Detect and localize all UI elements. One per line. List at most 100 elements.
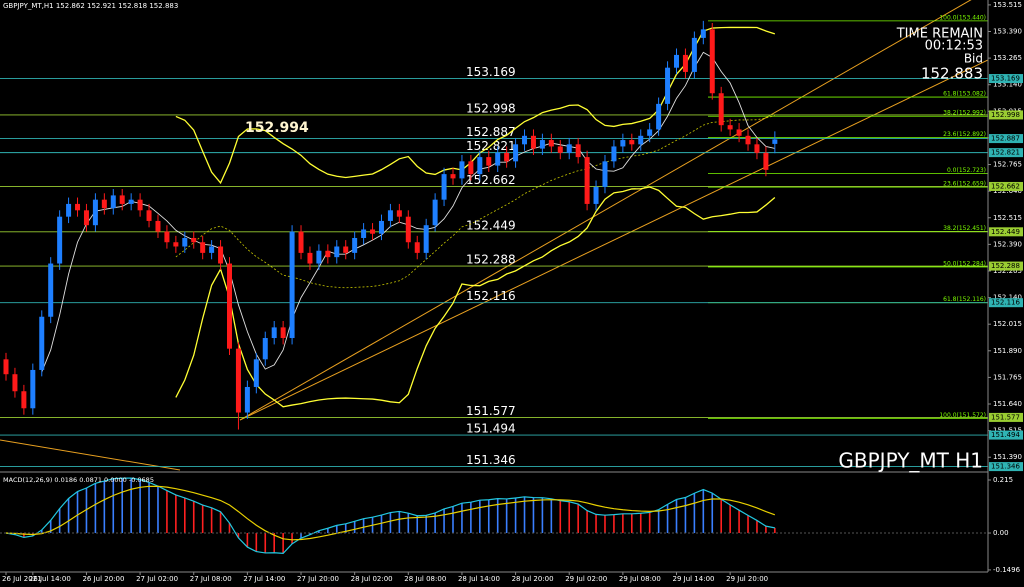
y-tick-label: 153.515 bbox=[993, 1, 1022, 9]
macd-bar bbox=[425, 515, 427, 534]
macd-bar bbox=[416, 515, 419, 534]
candle-body bbox=[298, 231, 304, 253]
x-tick-label: 28 Jul 02:00 bbox=[351, 575, 393, 583]
macd-bar bbox=[362, 518, 365, 534]
candle-body bbox=[280, 327, 286, 339]
macd-bar bbox=[604, 515, 606, 534]
candle-body bbox=[155, 220, 161, 232]
candle-body bbox=[539, 140, 545, 149]
candle-body bbox=[343, 246, 349, 253]
x-tick-label: 29 Jul 20:00 bbox=[726, 575, 768, 583]
x-tick-label: 28 Jul 14:00 bbox=[458, 575, 500, 583]
candle-body bbox=[48, 263, 54, 317]
candle-body bbox=[387, 210, 393, 221]
macd-bar bbox=[729, 504, 731, 534]
candle-body bbox=[459, 161, 465, 179]
macd-bar bbox=[747, 515, 749, 534]
candle-body bbox=[137, 199, 143, 211]
fibo-label: 38.2(152.451) bbox=[943, 225, 986, 232]
candle-body bbox=[57, 216, 63, 264]
level-price-box bbox=[989, 261, 1023, 271]
macd-bar bbox=[684, 497, 687, 534]
y-tick-label: 152.640 bbox=[993, 187, 1022, 195]
level-label: 153.169 bbox=[466, 65, 516, 79]
chart-title: GBPJPY_MT,H1 152.862 152.921 152.818 152… bbox=[3, 2, 178, 10]
candle-body bbox=[629, 140, 635, 145]
candle-body bbox=[271, 327, 277, 339]
macd-bar bbox=[523, 496, 526, 534]
candle-body bbox=[235, 348, 241, 413]
level-price-box bbox=[989, 227, 1023, 237]
macd-bar bbox=[23, 533, 25, 538]
x-tick-label: 26 Jul 2021 bbox=[2, 575, 42, 583]
candle-body bbox=[227, 263, 232, 349]
macd-bar bbox=[175, 494, 177, 534]
candle-body bbox=[727, 125, 733, 130]
macd-bar bbox=[586, 510, 588, 534]
macd-bar bbox=[327, 528, 329, 534]
macd-bar bbox=[353, 521, 356, 534]
level-label: 152.449 bbox=[466, 218, 516, 232]
candle-body bbox=[718, 93, 724, 126]
level-label: 151.494 bbox=[466, 422, 516, 436]
candle-body bbox=[21, 391, 27, 409]
candle-body bbox=[182, 237, 188, 247]
fibo-label: 100.0(151.572) bbox=[939, 412, 986, 419]
macd-bar bbox=[49, 520, 52, 534]
candle-body bbox=[191, 237, 197, 243]
macd-bar bbox=[434, 512, 436, 534]
macd-bar bbox=[139, 479, 141, 534]
fibo-label: 0.0(152.723) bbox=[947, 167, 986, 174]
macd-bar bbox=[94, 483, 97, 534]
macd-bar bbox=[300, 533, 302, 539]
candle-body bbox=[262, 338, 268, 360]
x-tick-label: 28 Jul 20:00 bbox=[512, 575, 554, 583]
annotation: 152.994 bbox=[245, 120, 309, 136]
macd-bar bbox=[237, 533, 240, 538]
fibo-label: 100.0(153.440) bbox=[939, 14, 986, 21]
candle-body bbox=[307, 252, 313, 264]
macd-tick-label: 0.215 bbox=[993, 476, 1013, 484]
macd-bar bbox=[380, 515, 383, 534]
level-label: 152.288 bbox=[466, 253, 516, 267]
candle-body bbox=[593, 186, 599, 204]
macd-bar bbox=[738, 510, 740, 534]
candle-body bbox=[602, 161, 608, 187]
candle-body bbox=[495, 152, 501, 166]
y-tick-label: 151.765 bbox=[993, 373, 1022, 381]
macd-bar bbox=[657, 509, 660, 534]
macd-bar bbox=[559, 500, 562, 534]
candle-body bbox=[119, 195, 125, 204]
macd-bar bbox=[103, 481, 106, 534]
candle-body bbox=[682, 54, 688, 72]
candle-body bbox=[92, 199, 98, 226]
level-price-box bbox=[989, 412, 1023, 422]
fibo-label: 23.6(152.659) bbox=[943, 181, 986, 188]
macd-bar bbox=[461, 503, 463, 534]
macd-bar bbox=[595, 514, 597, 534]
bollinger-upper bbox=[175, 26, 776, 185]
level-price-box bbox=[989, 110, 1023, 120]
level-price-box bbox=[989, 462, 1023, 472]
candle-body bbox=[450, 174, 456, 179]
macd-bar bbox=[496, 498, 499, 534]
y-tick-label: 153.390 bbox=[993, 28, 1022, 36]
level-price-label: 152.998 bbox=[991, 111, 1020, 119]
candle-body bbox=[700, 29, 706, 38]
macd-tick-label: 0.00 bbox=[993, 529, 1009, 537]
candle-body bbox=[656, 103, 662, 130]
y-tick-label: 152.140 bbox=[993, 294, 1022, 302]
level-price-label: 152.887 bbox=[991, 135, 1020, 143]
candle-body bbox=[370, 229, 376, 234]
y-tick-label: 152.515 bbox=[993, 214, 1022, 222]
macd-bar bbox=[389, 512, 392, 534]
macd-bar bbox=[228, 523, 231, 534]
candle-body bbox=[441, 174, 447, 200]
candle-body bbox=[674, 54, 679, 68]
x-tick-label: 27 Jul 20:00 bbox=[297, 575, 339, 583]
x-tick-label: 27 Jul 02:00 bbox=[136, 575, 178, 583]
candle-body bbox=[486, 157, 492, 166]
candle-body bbox=[30, 369, 36, 409]
macd-bar bbox=[675, 499, 678, 534]
symbol-label: GBPJPY_MT H1 bbox=[838, 449, 983, 473]
